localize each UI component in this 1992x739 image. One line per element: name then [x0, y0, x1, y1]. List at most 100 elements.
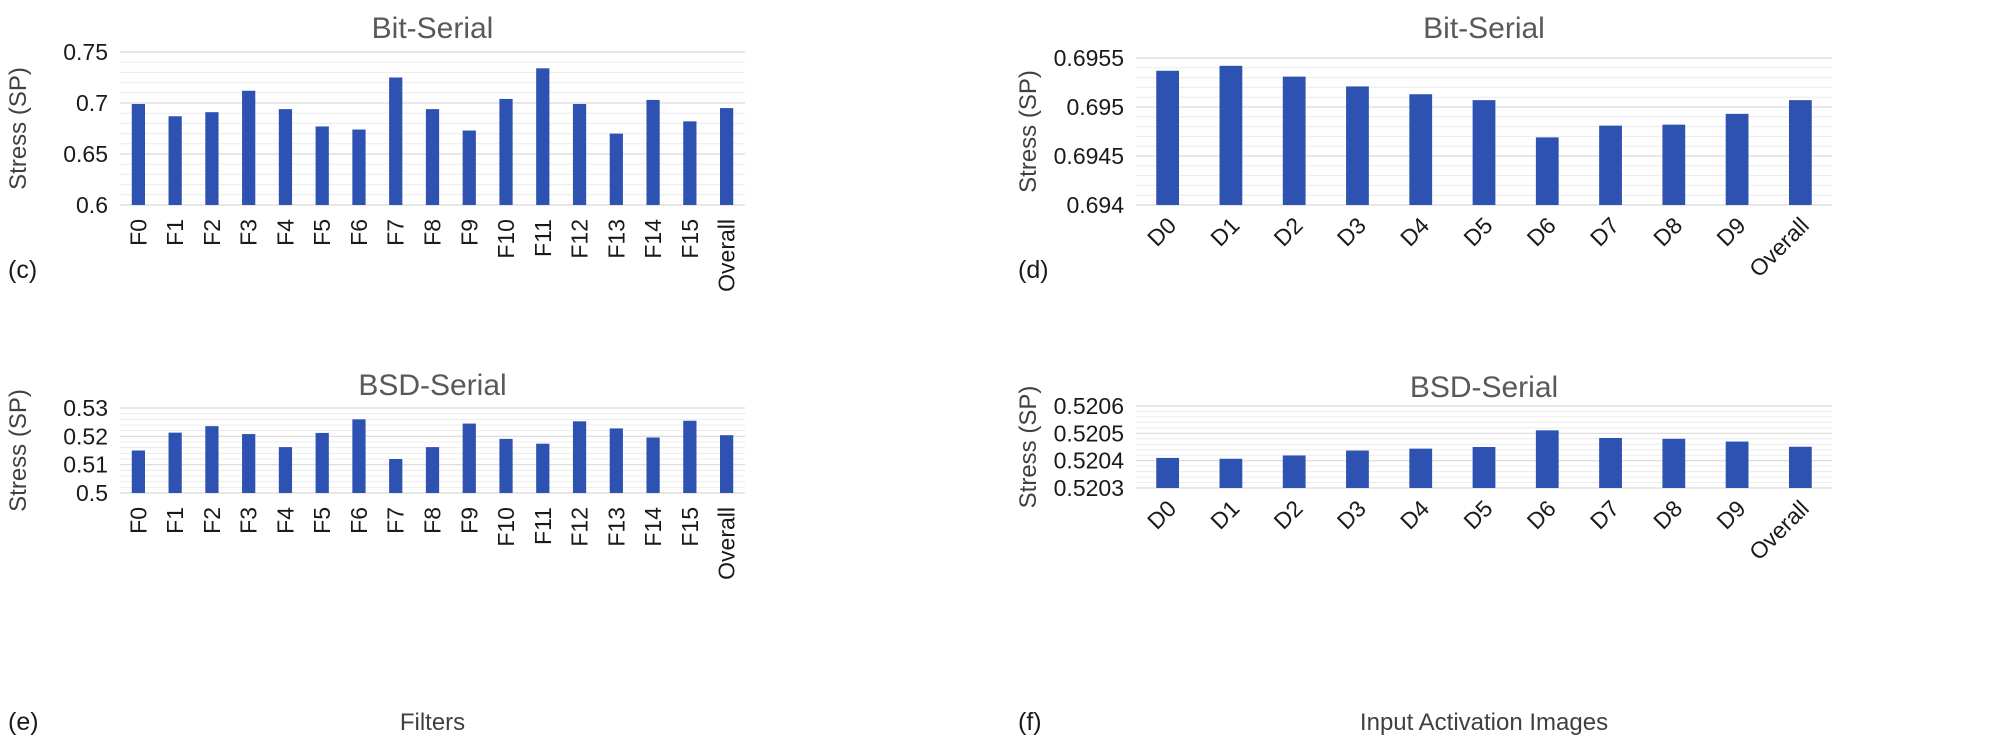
x-tick-label: D4: [1395, 212, 1434, 251]
bar: [683, 420, 697, 493]
x-tick-label: F10: [493, 219, 519, 259]
x-tick-label: F0: [125, 219, 151, 246]
x-tick-label: Overall: [1744, 495, 1814, 565]
x-tick-label: F7: [383, 507, 409, 534]
y-tick-label: 0.52: [63, 423, 108, 449]
chart-title: BSD-Serial: [1410, 371, 1558, 404]
y-tick-label: 0.6955: [1054, 45, 1124, 71]
bar: [389, 77, 403, 205]
x-tick-label: F12: [567, 219, 593, 259]
x-tick-label: F10: [493, 507, 519, 547]
bar: [462, 130, 476, 205]
bar: [131, 450, 145, 493]
y-axis-label: Stress (SP): [5, 389, 32, 512]
x-tick-label: F9: [456, 507, 482, 534]
y-tick-label: 0.51: [63, 452, 108, 478]
bar: [499, 98, 513, 205]
x-tick-label: F13: [603, 219, 629, 259]
panel-label: (d): [1018, 256, 1049, 284]
bar: [536, 443, 550, 493]
bar: [1725, 441, 1749, 488]
chart-panel-c: 0.6 0.65 0.7 0.75 Bit-Serial Stress (SP) F0 F1 F…: [0, 0, 1000, 370]
bar: [278, 109, 293, 205]
x-tick-label: F11: [530, 219, 556, 257]
bar: [1535, 137, 1559, 205]
y-axis-label: Stress (SP): [1015, 70, 1042, 193]
bar: [1725, 113, 1749, 205]
x-tick-label: D7: [1585, 495, 1624, 534]
bar: [1599, 125, 1622, 205]
y-tick-label: 0.75: [63, 39, 108, 65]
x-tick-label: D5: [1458, 495, 1497, 534]
bar: [1282, 76, 1306, 206]
bar: [1472, 447, 1496, 488]
x-tick-label: F13: [603, 507, 629, 547]
x-tick-label: Overall: [1744, 212, 1814, 282]
bar: [168, 116, 182, 205]
bar: [425, 447, 440, 493]
x-tick-label: D6: [1522, 212, 1561, 251]
x-tick-label: D1: [1205, 212, 1244, 251]
x-tick-label: F0: [125, 507, 151, 534]
x-tick-label: F6: [346, 507, 372, 534]
bar: [499, 438, 513, 493]
x-tick-label: Overall: [714, 507, 740, 580]
x-tick-label: F5: [309, 507, 335, 534]
bar: [205, 426, 219, 493]
x-tick-label: D5: [1458, 212, 1497, 251]
bar: [242, 90, 256, 205]
bar: [389, 459, 403, 493]
bar: [1282, 455, 1306, 488]
x-tick-label: F1: [162, 219, 188, 246]
x-tick-label: F8: [420, 507, 446, 534]
bar: [425, 109, 440, 205]
chart-title: Bit-Serial: [372, 12, 494, 45]
bar: [609, 428, 623, 493]
bar: [278, 447, 293, 493]
x-tick-label: F2: [199, 507, 225, 534]
bar: [1219, 65, 1243, 205]
x-tick-label: F8: [420, 219, 446, 246]
bar: [352, 419, 366, 493]
x-tick-label: F2: [199, 219, 225, 246]
bar: [572, 421, 587, 493]
chart-panel-f: 0.5203 0.5204 0.5205 0.5206 BSD-Serial Stress…: [1010, 370, 1992, 739]
panel-label: (f): [1018, 708, 1042, 736]
y-tick-label: 0.5205: [1054, 420, 1124, 446]
x-tick-label: D9: [1711, 495, 1750, 534]
bar: [683, 121, 697, 205]
bar: [1156, 457, 1180, 488]
y-tick-label: 0.5203: [1054, 475, 1124, 501]
bar: [352, 129, 366, 205]
x-tick-label: D0: [1142, 495, 1181, 534]
bar: [1156, 70, 1180, 206]
x-tick-label: Overall: [714, 219, 740, 292]
x-tick-label: D7: [1585, 212, 1624, 251]
y-tick-label: 0.65: [63, 141, 108, 167]
x-axis-label: Input Activation Images: [1360, 709, 1608, 736]
chart-e-svg: 0.50.51 0.520.53 BSD-Serial Stress (SP) F0 F1…: [5, 369, 745, 736]
y-tick-label: 0.7: [76, 90, 108, 116]
chart-panel-d: 0.694 0.6945 0.695 0.6955 Bit-Serial Stress (…: [1010, 0, 1992, 370]
y-tick-label: 0.53: [63, 395, 108, 421]
bar: [242, 434, 256, 493]
x-tick-label: F14: [640, 219, 666, 259]
x-tick-label: D2: [1269, 495, 1308, 534]
bar: [720, 108, 734, 205]
x-tick-label: F15: [677, 507, 703, 547]
bar: [315, 432, 329, 493]
bar: [572, 104, 587, 205]
bar: [462, 423, 476, 493]
bar: [646, 437, 660, 493]
chart-title: Bit-Serial: [1423, 12, 1545, 45]
bar: [1409, 94, 1433, 205]
x-tick-label: F3: [236, 219, 262, 246]
bar: [1535, 430, 1559, 488]
chart-c-svg: 0.6 0.65 0.7 0.75 Bit-Serial Stress (SP) F0 F1 F…: [5, 12, 745, 292]
bar: [1662, 438, 1686, 488]
x-axis-label: Filters: [400, 709, 465, 736]
x-tick-label: F15: [677, 219, 703, 259]
x-tick-label: D8: [1648, 495, 1687, 534]
x-tick-label: F12: [567, 507, 593, 547]
